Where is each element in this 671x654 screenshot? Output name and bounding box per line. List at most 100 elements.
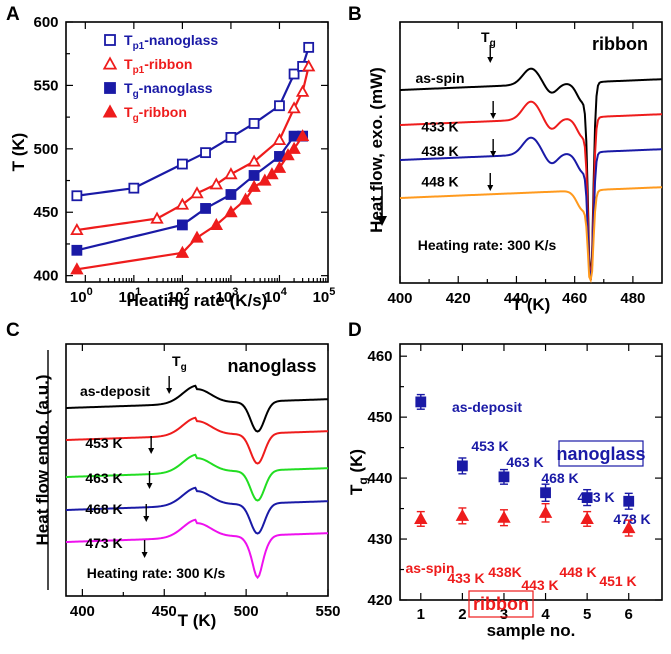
x-tick-label-c: 550 bbox=[315, 603, 340, 620]
x-tick-label-c: 450 bbox=[152, 603, 177, 620]
legend-box-nanoglass bbox=[558, 440, 644, 467]
y-tick-label-d: 450 bbox=[367, 409, 392, 426]
data-point-Tp1-nanoglass bbox=[71, 190, 83, 202]
x-axis-label-c: T (K) bbox=[178, 611, 217, 630]
data-point-Tp1-ribbon bbox=[70, 222, 84, 236]
x-axis-label-a: Heating rate (K/s) bbox=[127, 291, 268, 310]
tg-marker-label-c: Tg bbox=[172, 353, 187, 373]
fit-curve-Tg-ribbon bbox=[76, 135, 304, 271]
x-tick-label-a: 102 bbox=[167, 286, 190, 306]
tg-arrow-head-c bbox=[148, 448, 155, 454]
y-tick-label-a: 400 bbox=[33, 268, 58, 285]
x-tick-label-d: 5 bbox=[583, 606, 591, 623]
legend-label-ribbon: ribbon bbox=[473, 594, 529, 614]
curve-label-c: as-deposit bbox=[80, 383, 150, 399]
y-tick-label-d: 430 bbox=[367, 531, 392, 548]
data-point-ribbon bbox=[538, 505, 553, 518]
point-label-nanoglass: as-deposit bbox=[452, 399, 522, 415]
x-tick-label-b: 440 bbox=[504, 290, 529, 307]
fit-curve-Tp1-nanoglass bbox=[76, 47, 310, 197]
point-label-ribbon: 433 K bbox=[447, 570, 484, 586]
dsc-curve-as-spin bbox=[399, 67, 663, 281]
data-point-Tp1-ribbon bbox=[224, 167, 238, 180]
y-axis-label-a: T (K) bbox=[9, 133, 28, 172]
curve-label-c: 453 K bbox=[85, 435, 122, 451]
curve-label-b: 448 K bbox=[421, 174, 458, 190]
data-point-Tg-nanoglass bbox=[225, 189, 237, 200]
data-point-Tg-ribbon bbox=[295, 129, 310, 142]
data-point-Tg-ribbon bbox=[265, 167, 279, 180]
dsc-curve-433 K bbox=[399, 100, 663, 281]
data-point-ribbon bbox=[497, 510, 511, 523]
data-point-Tp1-ribbon bbox=[175, 197, 190, 210]
tg-arrow-head-b bbox=[490, 113, 497, 119]
tg-arrow-head-b bbox=[487, 185, 494, 191]
data-point-nanoglass bbox=[456, 460, 468, 472]
dsc-curve-as-deposit bbox=[65, 384, 329, 433]
data-point-Tp1-nanoglass bbox=[225, 132, 237, 143]
data-point-Tg-ribbon bbox=[238, 192, 253, 205]
panel-d: D 1 2 3 4 5 6 420 430 440 450 460 sample no. Tg (K) as… bbox=[347, 320, 663, 640]
note-c: Heating rate: 300 K/s bbox=[87, 565, 226, 581]
data-point-Tg-nanoglass bbox=[176, 219, 188, 231]
data-point-nanoglass bbox=[540, 487, 551, 499]
data-point-Tp1-nanoglass bbox=[248, 118, 260, 129]
axes-frame-d bbox=[399, 343, 663, 601]
legend-marker-Tp1-nanoglass bbox=[104, 34, 116, 46]
y-tick-label-a: 550 bbox=[33, 77, 58, 94]
point-label-ribbon: 438K bbox=[488, 564, 521, 580]
data-point-Tp1-nanoglass bbox=[288, 68, 300, 80]
data-point-Tp1-nanoglass bbox=[303, 41, 315, 53]
y-tick-label-d: 440 bbox=[367, 470, 392, 487]
x-tick-label-d: 4 bbox=[541, 606, 550, 623]
data-point-Tp1-ribbon bbox=[287, 101, 301, 114]
y-arrow-head-b bbox=[377, 216, 387, 226]
data-point-nanoglass bbox=[581, 492, 593, 504]
data-point-nanoglass bbox=[498, 471, 510, 483]
data-point-Tg-nanoglass bbox=[200, 203, 211, 214]
data-point-Tg-ribbon bbox=[175, 245, 190, 258]
dsc-curve-468 K bbox=[65, 486, 329, 535]
data-point-Tp1-ribbon bbox=[247, 154, 261, 167]
y-tick-label-d: 420 bbox=[367, 592, 392, 609]
data-point-Tp1-nanoglass bbox=[176, 158, 188, 170]
curve-label-c: 463 K bbox=[85, 470, 122, 486]
y-tick-label-a: 500 bbox=[33, 141, 58, 158]
fit-curve-Tg-nanoglass bbox=[76, 135, 303, 252]
data-point-Tp1-ribbon bbox=[190, 186, 204, 199]
data-point-Tg-ribbon bbox=[272, 160, 287, 173]
x-tick-label-b: 400 bbox=[387, 290, 412, 307]
x-tick-label-c: 500 bbox=[234, 603, 259, 620]
data-point-Tg-ribbon bbox=[247, 179, 261, 192]
x-axis-label-b: T (K) bbox=[512, 295, 551, 314]
legend-label: Tp1-nanoglass bbox=[124, 32, 218, 52]
data-point-Tp1-ribbon bbox=[150, 211, 164, 224]
data-point-Tp1-nanoglass bbox=[200, 147, 211, 159]
panel-a: A 100 101 102 103 104 105 400 450 500 550 600 Heatin… bbox=[6, 4, 335, 310]
tg-arrow-head-c bbox=[143, 516, 150, 522]
data-point-Tg-nanoglass bbox=[71, 244, 83, 256]
panel-c: C 400 450 500 550 T (K) Heat flow endo. (a.u.)… bbox=[6, 320, 341, 630]
tg-arrow-head-c bbox=[146, 483, 153, 489]
data-point-Tg-ribbon bbox=[281, 148, 295, 161]
y-axis-label-c: Heat flow endo. (a.u.) bbox=[33, 375, 52, 546]
data-point-nanoglass bbox=[623, 495, 635, 507]
data-point-Tg-ribbon bbox=[287, 141, 301, 154]
legend-label: Tp1-ribbon bbox=[124, 56, 192, 76]
x-tick-label-d: 1 bbox=[417, 606, 425, 623]
axes-frame-c bbox=[65, 343, 329, 597]
point-label-ribbon: as-spin bbox=[405, 560, 454, 576]
data-point-Tp1-nanoglass bbox=[274, 100, 285, 112]
legend-marker-Tg-nanoglass bbox=[104, 82, 116, 94]
x-tick-label-d: 2 bbox=[458, 606, 466, 623]
x-tick-label-a: 105 bbox=[313, 286, 336, 306]
y-axis-label-d: Tg (K) bbox=[347, 449, 370, 495]
data-point-Tg-ribbon bbox=[70, 262, 84, 275]
data-point-Tg-ribbon bbox=[209, 217, 224, 230]
tg-arrow-head-b bbox=[487, 57, 494, 63]
tg-marker-label-b: Tg bbox=[481, 29, 496, 49]
dsc-curve-463 K bbox=[65, 453, 329, 502]
y-axis-label-b: Heat flow, exo. (mW) bbox=[367, 67, 386, 233]
note-b: Heating rate: 300 K/s bbox=[418, 237, 557, 253]
